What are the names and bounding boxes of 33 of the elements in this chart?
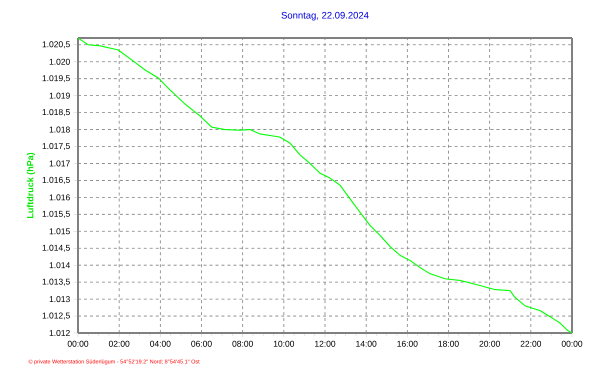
y-tick-label: 1.013,5 [42, 278, 70, 286]
y-tick-label: 1.018,5 [42, 109, 70, 116]
y-tick-label: 1.016 [50, 194, 70, 200]
x-tick-label: 10:00 [274, 340, 294, 347]
x-tick-label: 22:00 [520, 340, 542, 347]
y-tick-label: 1.014,5 [42, 244, 70, 252]
x-tick-label: 08:00 [232, 340, 253, 347]
y-tick-label: 1.013 [50, 296, 70, 302]
x-tick-label: 02:00 [108, 340, 130, 347]
y-tick-label: 1.019 [50, 92, 70, 99]
x-tick-label: 14:00 [356, 340, 376, 347]
y-tick-label: 1.015,5 [42, 210, 70, 218]
x-tick-label: 12:00 [315, 340, 336, 347]
y-tick-label: 1.019,5 [42, 75, 70, 82]
y-tick-label: 1.014 [50, 262, 70, 268]
x-tick-label: 00:00 [562, 340, 582, 347]
x-tick-label: 18:00 [438, 340, 459, 347]
y-tick-label: 1.017 [50, 160, 70, 166]
y-tick-label: 1.018 [50, 126, 70, 133]
y-axis-title: Luftdruck (hPa) [26, 152, 36, 218]
x-tick-label: 20:00 [479, 340, 500, 347]
x-tick-label: 16:00 [397, 340, 418, 347]
y-tick-label: 1.012 [50, 330, 70, 336]
x-tick-label: 06:00 [191, 340, 212, 347]
chart-title: Sonntag, 22.09.2024 [281, 12, 369, 21]
y-tick-label: 1.020,5 [42, 41, 70, 48]
y-tick-label: 1.020 [50, 58, 70, 65]
y-tick-label: 1.017,5 [42, 143, 70, 150]
y-tick-label: 1.016,5 [42, 176, 70, 184]
y-tick-label: 1.012,5 [42, 312, 70, 320]
x-tick-label: 04:00 [150, 340, 171, 347]
x-tick-label: 00:00 [68, 340, 88, 347]
y-tick-label: 1.015 [50, 228, 70, 234]
